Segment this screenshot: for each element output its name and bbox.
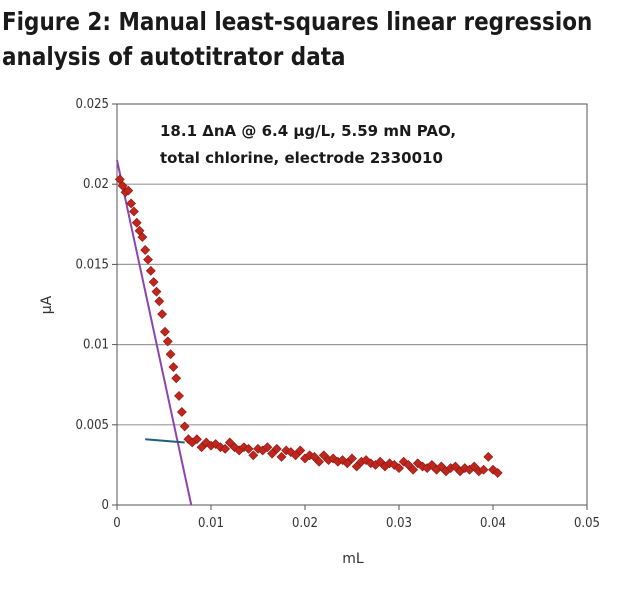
flat-fit-line (145, 438, 185, 444)
y-tick-label-0: 0 (102, 498, 109, 513)
data-point-13 (151, 286, 162, 297)
data-point-76 (426, 459, 437, 470)
data-point-38 (248, 450, 259, 461)
data-point-22 (176, 407, 187, 417)
x-tick-label-2: 0.02 (292, 516, 318, 531)
data-point-59 (347, 453, 357, 464)
y-tick-label-2: 0.01 (83, 338, 109, 353)
data-point-16 (160, 326, 170, 337)
data-point-60 (351, 461, 362, 472)
data-point-58 (342, 458, 353, 469)
x-axis: 0 0.01 0.02 0.03 0.04 0.05 (113, 505, 600, 531)
gridlines (117, 183, 587, 426)
data-point-12 (148, 277, 159, 287)
data-point-4 (126, 198, 137, 209)
x-tick-label-0: 0 (113, 516, 120, 531)
x-tick-label-1: 0.01 (198, 516, 224, 531)
data-point-90 (492, 467, 503, 478)
data-point-48 (295, 445, 306, 456)
data-point-32 (220, 443, 231, 454)
x-axis-label: mL (342, 551, 364, 567)
data-point-20 (171, 373, 182, 384)
data-point-3 (123, 185, 134, 196)
data-point-6 (131, 217, 142, 228)
x-tick-label-5: 0.05 (574, 516, 600, 531)
data-point-42 (267, 448, 278, 459)
figure-title-line2: analysis of autotitrator data (2, 42, 346, 71)
data-point-52 (314, 456, 325, 467)
data-point-21 (174, 391, 184, 401)
data-point-37 (243, 443, 254, 454)
data-point-11 (145, 265, 156, 276)
figure-title: Figure 2: Manual least-squares linear re… (2, 4, 593, 74)
data-point-14 (154, 296, 165, 307)
figure-title-line1: Figure 2: Manual least-squares linear re… (2, 7, 593, 36)
y-axis: 0 0.005 0.01 0.015 0.02 0.025 (76, 97, 117, 513)
data-point-19 (168, 362, 179, 372)
x-tick-label-3: 0.03 (386, 516, 412, 531)
y-tick-label-3: 0.015 (76, 257, 109, 272)
data-point-72 (408, 464, 419, 475)
y-tick-label-4: 0.02 (83, 177, 109, 192)
data-point-53 (318, 450, 329, 461)
data-point-18 (165, 349, 176, 360)
data-point-15 (157, 309, 168, 320)
data-point-17 (162, 336, 173, 347)
annotation-line2: total chlorine, electrode 2330010 (160, 149, 443, 167)
data-point-47 (290, 450, 301, 461)
y-tick-label-1: 0.005 (76, 418, 109, 433)
data-point-26 (191, 434, 202, 445)
data-point-44 (276, 451, 287, 462)
data-point-9 (140, 245, 151, 255)
data-point-85 (469, 461, 480, 472)
annotation-line1: 18.1 ΔnA @ 6.4 µg/L, 5.59 mN PAO, (160, 122, 456, 140)
plot-frame (116, 103, 588, 506)
data-point-65 (375, 456, 386, 467)
data-point-10 (143, 254, 153, 265)
x-tick-label-4: 0.04 (480, 516, 506, 531)
data-points (114, 174, 503, 478)
data-point-41 (262, 442, 273, 453)
data-point-81 (450, 461, 461, 472)
data-point-27 (196, 442, 207, 453)
data-point-8 (137, 232, 148, 243)
data-point-78 (436, 461, 447, 472)
steep-fit-line (116, 159, 193, 506)
data-point-51 (309, 451, 320, 462)
data-point-71 (403, 459, 414, 470)
data-point-69 (394, 463, 404, 474)
y-axis-label: µA (39, 295, 55, 314)
data-point-33 (224, 437, 235, 448)
regression-lines (116, 159, 193, 506)
data-point-5 (128, 206, 139, 217)
data-point-87 (478, 464, 489, 475)
y-tick-label-5: 0.025 (76, 97, 109, 112)
data-point-88 (483, 451, 494, 462)
data-point-43 (271, 443, 282, 454)
data-point-23 (179, 421, 190, 432)
